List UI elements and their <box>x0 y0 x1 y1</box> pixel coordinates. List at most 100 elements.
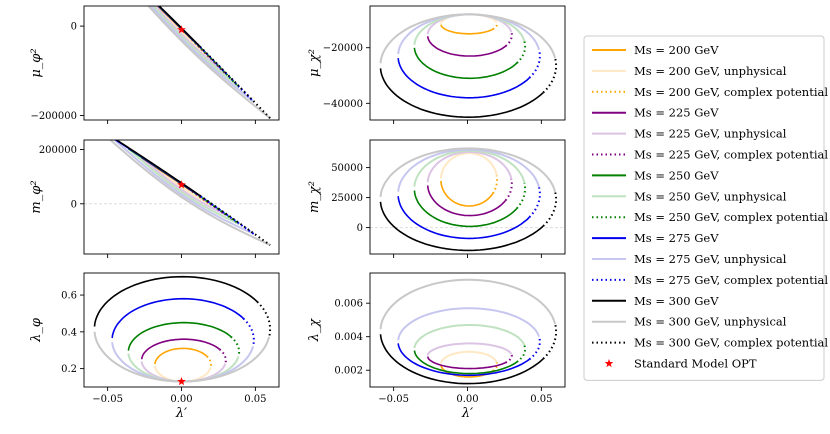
x-axis-label: λ′ <box>461 406 473 421</box>
series-complex-250 <box>230 335 241 357</box>
legend-label: Standard Model OPT <box>634 357 757 371</box>
legend-entry: Ms = 200 GeV <box>592 43 719 57</box>
series-250 <box>413 190 518 228</box>
axes-frame <box>83 272 280 388</box>
panel-m_chi: 0 25000 50000 m_χ² <box>307 139 566 258</box>
series-200 <box>440 180 494 207</box>
series-complex-300 <box>199 194 271 246</box>
series-275 <box>397 58 530 99</box>
series-300 <box>93 275 258 327</box>
legend-star-icon <box>604 359 614 368</box>
series-unphysical-300 <box>379 278 557 330</box>
series-300 <box>379 68 544 119</box>
series-complex-300 <box>199 45 271 119</box>
y-axis-label: μ_φ² <box>29 48 44 77</box>
series-complex-250 <box>516 41 527 64</box>
series-unphysical-200 <box>439 152 498 179</box>
sm-opt-marker <box>177 25 186 34</box>
x-tick-label: 0.05 <box>530 394 552 405</box>
series-unphysical-275 <box>113 140 255 235</box>
series-complex-275 <box>528 49 541 79</box>
series-unphysical-275 <box>397 307 541 341</box>
series-complex-250 <box>516 182 527 210</box>
series-unphysical-250 <box>413 324 526 349</box>
y-tick-label: 200000 <box>39 145 77 156</box>
y-tick-label: −40000 <box>323 99 363 110</box>
panel-lambda_chi: 0.002 0.004 0.006 −0.05 0.00 0.05 λ_χ λ′ <box>307 272 566 421</box>
series-275 <box>397 196 530 240</box>
series-275 <box>111 297 244 339</box>
y-axis-label: m_φ² <box>29 180 44 213</box>
x-tick-label: 0.05 <box>244 394 266 405</box>
series-225 <box>426 356 506 370</box>
y-tick-label: −20000 <box>323 43 363 54</box>
series-200 <box>440 24 494 35</box>
series-300 <box>379 201 544 252</box>
legend-entry: Ms = 275 GeV <box>592 231 719 245</box>
legend-label: Ms = 225 GeV, unphysical <box>634 127 787 141</box>
legend-label: Ms = 200 GeV, complex potential <box>634 85 828 99</box>
panel-mu_phi: −200000 0 μ_φ² <box>29 5 280 124</box>
series-unphysical-300 <box>379 147 557 198</box>
series-250 <box>127 321 232 351</box>
y-tick-label: 0.6 <box>61 291 77 302</box>
legend-entry: Ms = 275 GeV, unphysical <box>592 252 787 266</box>
legend-label: Ms = 275 GeV <box>634 231 719 245</box>
legend-entry: Ms = 300 GeV, complex potential <box>592 336 828 350</box>
legend-label: Ms = 200 GeV <box>634 43 719 57</box>
legend-entry: Ms = 250 GeV <box>592 168 719 182</box>
axes-frame <box>369 139 566 255</box>
series-complex-275 <box>528 187 541 218</box>
legend-label: Ms = 275 GeV, complex potential <box>634 273 828 287</box>
y-axis-label: μ_χ² <box>307 49 322 77</box>
legend-entry: Ms = 250 GeV, unphysical <box>592 189 787 203</box>
series-unphysical-275 <box>397 148 541 192</box>
series-225 <box>140 338 221 360</box>
y-axis-label: m_χ² <box>307 181 322 213</box>
series-complex-225 <box>218 348 227 364</box>
panel-m_phi: 0 200000 m_φ² <box>29 139 280 258</box>
legend: Ms = 200 GeV Ms = 200 GeV, unphysical Ms =… <box>583 35 828 381</box>
legend-label: Ms = 250 GeV, complex potential <box>634 210 828 224</box>
y-axis-label: λ_φ <box>29 317 44 343</box>
series-unphysical-225 <box>140 156 227 216</box>
y-tick-label: 25000 <box>331 193 363 204</box>
legend-label: Ms = 225 GeV, complex potential <box>634 148 828 162</box>
series-complex-300 <box>542 191 558 227</box>
series-complex-200 <box>492 22 498 31</box>
series-unphysical-275 <box>149 6 255 103</box>
series-250 <box>413 350 518 375</box>
series-unphysical-225 <box>426 151 513 183</box>
legend-label: Ms = 250 GeV <box>634 168 719 182</box>
x-tick-label: −0.05 <box>92 394 123 405</box>
series-225 <box>426 36 507 57</box>
series-complex-200 <box>492 362 498 372</box>
legend-entry: Standard Model OPT <box>604 357 757 371</box>
y-tick-label: −200000 <box>30 111 77 122</box>
series-unphysical-300 <box>93 331 271 383</box>
legend-entry: Ms = 200 GeV, complex potential <box>592 85 828 99</box>
panel-lambda_phi: 0.2 0.4 0.6 −0.05 0.00 0.05 λ_φ λ′ <box>29 272 280 421</box>
series-300 <box>379 334 544 385</box>
legend-label: Ms = 225 GeV <box>634 106 719 120</box>
series-complex-300 <box>256 301 272 338</box>
y-tick-label: 0.4 <box>61 327 77 338</box>
series-complex-225 <box>504 178 513 202</box>
legend-label: Ms = 300 GeV <box>634 294 719 308</box>
series-unphysical-225 <box>426 342 513 356</box>
y-tick-label: 0.004 <box>334 332 363 343</box>
series-complex-275 <box>528 336 541 361</box>
series-225 <box>426 185 507 217</box>
y-tick-label: 0 <box>71 22 77 33</box>
y-tick-label: 0 <box>71 199 77 210</box>
series-complex-300 <box>542 57 558 94</box>
series-complex-225 <box>504 31 513 47</box>
series-complex-200 <box>206 355 212 368</box>
series-200 <box>154 347 208 365</box>
legend-entry: Ms = 275 GeV, complex potential <box>592 273 828 287</box>
x-tick-label: −0.05 <box>378 394 409 405</box>
legend-entry: Ms = 225 GeV <box>592 106 719 120</box>
series-unphysical-200 <box>154 165 212 206</box>
